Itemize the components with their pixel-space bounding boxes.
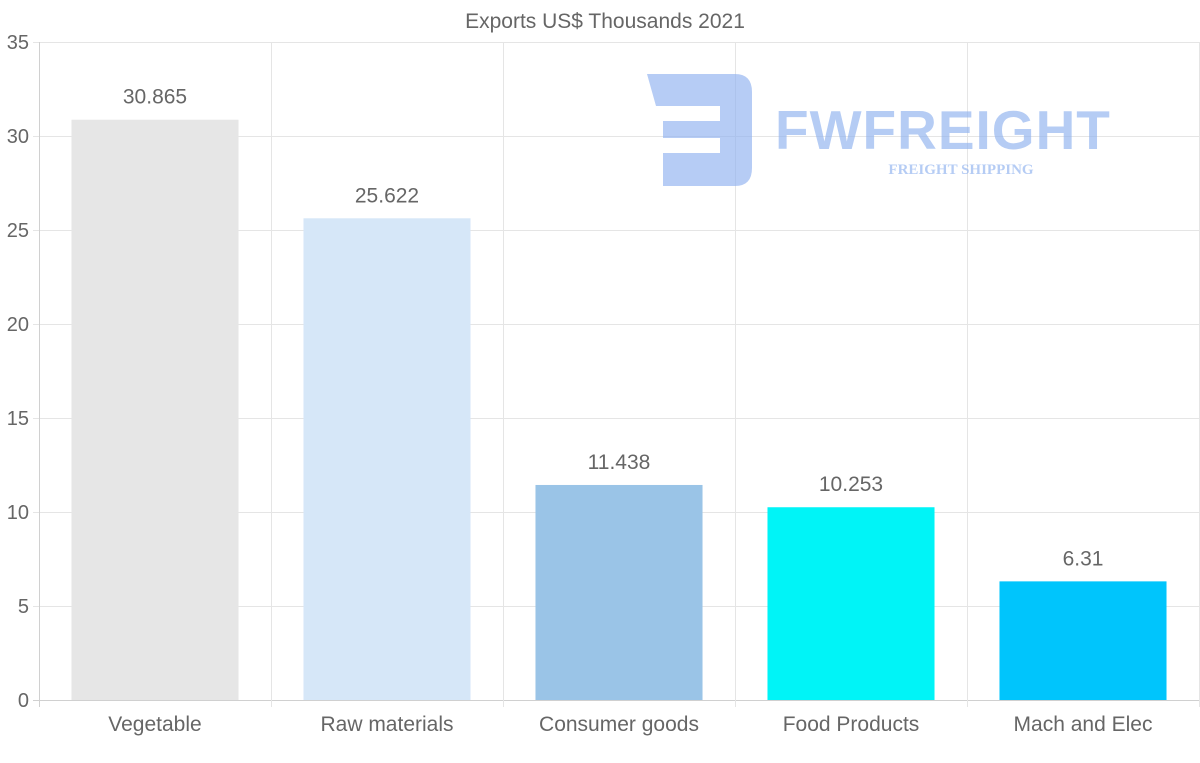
bars bbox=[71, 119, 1167, 701]
y-tick-label: 10 bbox=[7, 502, 29, 524]
bar-value-label: 30.865 bbox=[123, 86, 187, 109]
x-category-label: Food Products bbox=[783, 713, 920, 736]
watermark-logo-mark bbox=[647, 74, 752, 186]
bar-value-label: 6.31 bbox=[1063, 547, 1104, 570]
data-labels: 30.865 25.622 11.438 10.253 6.31 bbox=[123, 86, 1104, 571]
bar-value-label: 10.253 bbox=[819, 473, 883, 496]
x-axis-categories: Vegetable Raw materials Consumer goods Food… bbox=[108, 713, 1152, 736]
bar bbox=[303, 218, 471, 700]
bar-value-label: 11.438 bbox=[588, 451, 651, 474]
y-tick-label: 25 bbox=[7, 220, 29, 242]
x-category-label: Vegetable bbox=[108, 713, 201, 736]
y-tick-label: 20 bbox=[7, 314, 29, 336]
y-tick-label: 5 bbox=[18, 596, 29, 618]
y-axis-ticks: 0 5 10 15 20 25 30 35 bbox=[7, 32, 29, 712]
watermark-brand-text: FWFREIGHT bbox=[775, 99, 1111, 161]
bar bbox=[71, 119, 239, 701]
chart-title: Exports US$ Thousands 2021 bbox=[465, 10, 745, 33]
y-tick-label: 30 bbox=[7, 126, 29, 148]
y-tick-label: 35 bbox=[7, 32, 29, 54]
y-tick-label: 15 bbox=[7, 408, 29, 430]
watermark-tagline: FREIGHT SHIPPING bbox=[888, 162, 1033, 178]
bar-value-label: 25.622 bbox=[355, 184, 419, 207]
x-category-label: Consumer goods bbox=[539, 713, 699, 736]
bar bbox=[767, 507, 935, 700]
bar bbox=[999, 581, 1167, 700]
bar bbox=[535, 484, 703, 700]
x-category-label: Raw materials bbox=[320, 713, 453, 736]
x-category-label: Mach and Elec bbox=[1014, 713, 1153, 736]
y-tick-label: 0 bbox=[18, 690, 29, 712]
watermark-logo: FWFREIGHT FREIGHT SHIPPING bbox=[647, 74, 1111, 186]
